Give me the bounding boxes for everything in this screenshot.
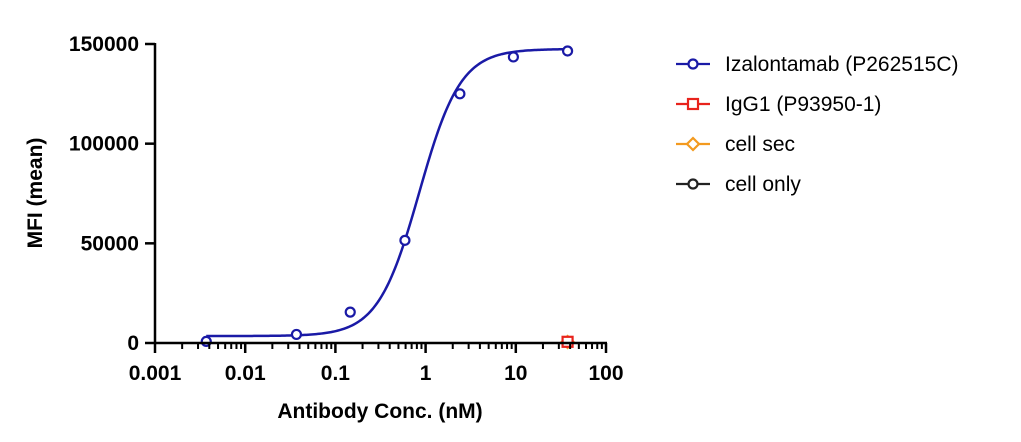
data-point <box>290 328 303 341</box>
legend-marker <box>687 178 699 190</box>
legend-label: Izalontamab (P262515C) <box>725 53 958 76</box>
data-point <box>561 45 574 57</box>
x-tick-label: 100 <box>588 362 623 385</box>
data-point <box>454 88 466 100</box>
legend-label: cell only <box>725 173 801 196</box>
x-tick-label: 1 <box>420 362 432 385</box>
y-tick-label: 100000 <box>69 133 139 156</box>
legend-label: IgG1 (P93950-1) <box>725 93 881 116</box>
plot-area <box>200 45 576 350</box>
y-axis-title: MFI (mean) <box>24 138 47 249</box>
x-tick-label: 0.1 <box>321 362 351 385</box>
legend-label: cell sec <box>725 133 795 156</box>
legend-marker <box>685 136 701 152</box>
y-tick-label: 0 <box>127 332 139 355</box>
x-tick-label: 0.001 <box>129 362 182 385</box>
x-tick-label: 10 <box>504 362 527 385</box>
x-axis-title: Antibody Conc. (nM) <box>277 400 482 423</box>
legend-marker <box>687 58 699 70</box>
x-tick-label: 0.01 <box>225 362 266 385</box>
data-point <box>344 306 356 318</box>
x-axis: 0.001 0.01 0.1 1 10 100 <box>129 341 624 385</box>
data-point <box>507 51 519 63</box>
y-tick-label: 150000 <box>69 33 139 56</box>
fit-curve <box>206 47 568 338</box>
legend-marker <box>686 97 700 111</box>
data-point <box>399 234 411 246</box>
y-tick-label: 50000 <box>81 232 139 255</box>
y-axis: 0 50000 100000 150000 <box>69 33 157 355</box>
legend: Izalontamab (P262515C) IgG1 (P93950-1) cel… <box>676 53 958 196</box>
